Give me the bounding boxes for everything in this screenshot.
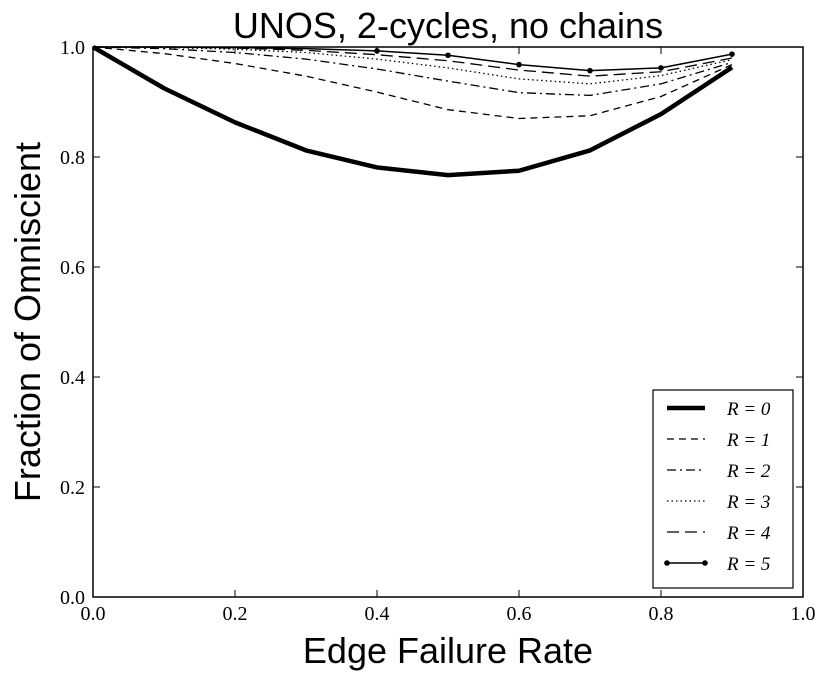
legend: R = 0 R = 1 R = 2 R = 3 R = 4 R = 5 — [652, 389, 794, 589]
plot-frame — [92, 46, 804, 598]
chart-title: UNOS, 2-cycles, no chains — [233, 5, 663, 46]
series-point-r5 — [445, 52, 451, 59]
legend-swatch-point — [664, 560, 670, 566]
legend-swatch-point — [702, 560, 708, 566]
series-line-r1 — [92, 46, 733, 120]
x-tick-label: 1.0 — [791, 603, 816, 625]
legend-label-r0: R = 0 — [726, 399, 771, 420]
y-tick-label: 0.8 — [60, 147, 85, 169]
legend-label-r5: R = 5 — [726, 554, 770, 575]
y-tick-label: 1.0 — [60, 37, 85, 59]
y-tick-label: 0.2 — [60, 477, 85, 499]
series-line-r4 — [93, 46, 733, 77]
x-tick-label: 0.2 — [223, 603, 248, 625]
x-tick-label: 0.8 — [649, 603, 674, 625]
series-line-r3 — [92, 46, 733, 85]
legend-label-r2: R = 2 — [726, 461, 771, 482]
y-tick-label: 0.0 — [60, 587, 85, 609]
y-tick-label: 0.4 — [60, 367, 85, 389]
legend-label-r1: R = 1 — [726, 430, 770, 451]
legend-label-r4: R = 4 — [726, 523, 771, 544]
series-line-r2 — [92, 46, 733, 97]
y-tick-label: 0.6 — [60, 257, 85, 279]
series-layer — [91, 45, 735, 178]
series-point-r5 — [587, 67, 593, 74]
ticks-layer: 0.0 0.2 0.4 0.6 0.8 1.0 0.0 0.2 0.4 0.6 0.8 1.0 — [60, 37, 816, 625]
legend-label-r3: R = 3 — [726, 492, 770, 513]
x-tick-label: 0.0 — [81, 603, 106, 625]
x-tick-label: 0.4 — [365, 603, 390, 625]
y-axis-label: Fraction of Omniscient — [7, 142, 48, 502]
series-line-r0 — [91, 45, 734, 178]
x-axis-label: Edge Failure Rate — [303, 630, 593, 671]
series-point-r5 — [516, 61, 522, 68]
series-point-r5 — [658, 65, 664, 71]
x-tick-label: 0.6 — [507, 603, 532, 625]
series-point-r5 — [729, 51, 735, 57]
legend-frame — [652, 389, 794, 589]
